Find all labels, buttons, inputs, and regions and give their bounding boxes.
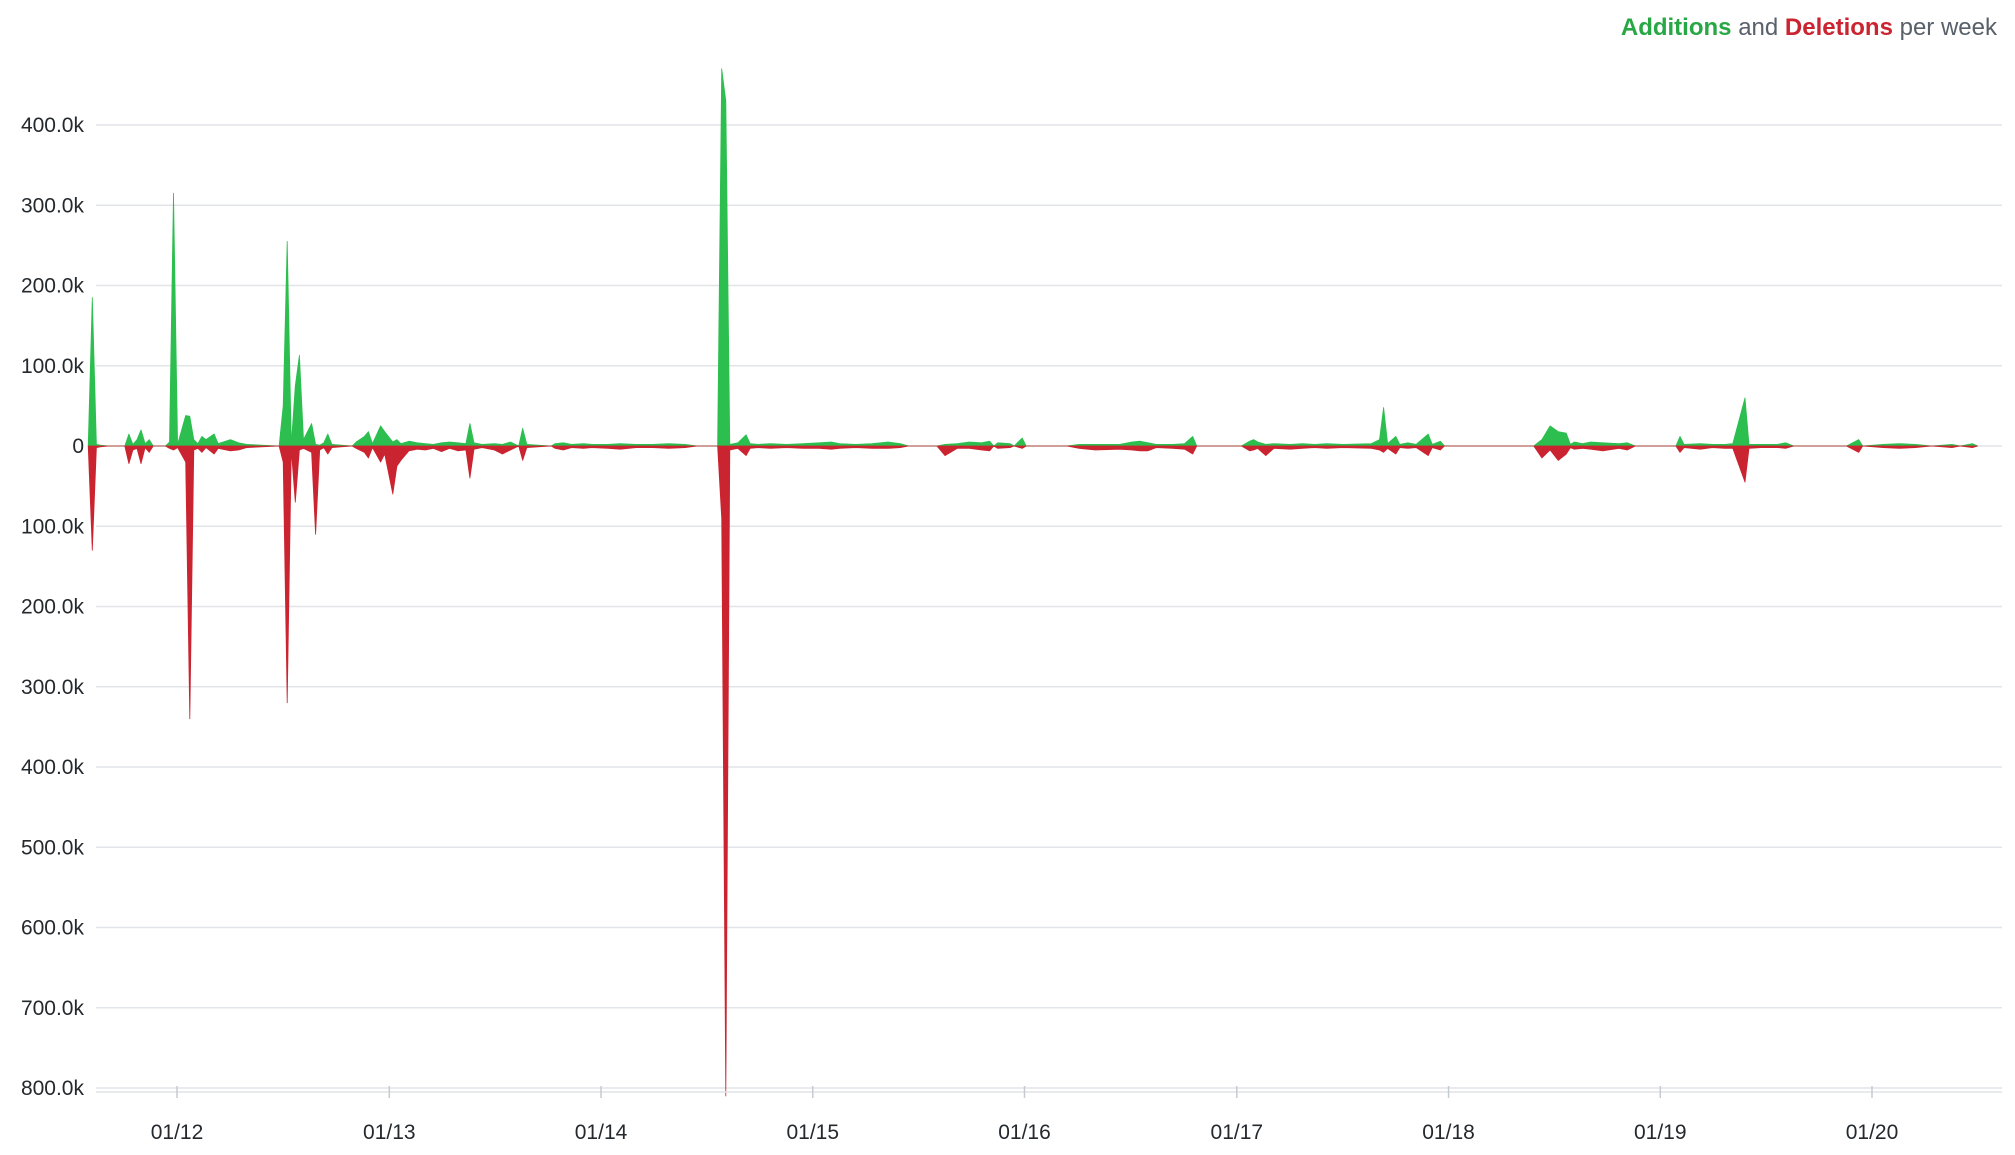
y-tick-label: 200.0k	[21, 275, 85, 298]
legend-and: and	[1738, 14, 1779, 41]
y-tick-label: 0	[72, 435, 84, 458]
series-layer	[87, 68, 1978, 1097]
y-tick-label: 200.0k	[21, 596, 85, 619]
y-tick-label: 100.0k	[21, 355, 85, 378]
x-tick-label: 01/18	[1422, 1121, 1475, 1144]
x-axis: 01/12 01/13 01/14 01/15 01/16 01/17 01/18 01/19…	[96, 1086, 2002, 1144]
y-tick-label: 100.0k	[21, 515, 85, 538]
y-tick-label: 400.0k	[21, 756, 85, 779]
x-tick-label: 01/16	[998, 1121, 1051, 1144]
x-tick-label: 01/14	[575, 1121, 628, 1144]
x-tick-label: 01/13	[363, 1121, 416, 1144]
y-axis-labels: 400.0k 300.0k 200.0k 100.0k 0 100.0k 200.0k 300…	[21, 114, 85, 1100]
deletions-area	[87, 445, 1978, 1097]
y-tick-label: 600.0k	[21, 917, 85, 940]
grid-layer	[96, 124, 2002, 1089]
y-tick-label: 400.0k	[21, 114, 85, 137]
y-tick-label: 700.0k	[21, 997, 85, 1020]
x-tick-label: 01/19	[1634, 1121, 1687, 1144]
x-tick-label: 01/20	[1846, 1121, 1899, 1144]
legend-additions: Additions	[1620, 14, 1732, 41]
x-tick-label: 01/17	[1211, 1121, 1264, 1144]
y-tick-label: 800.0k	[21, 1077, 85, 1100]
x-tick-label: 01/15	[786, 1121, 839, 1144]
y-tick-label: 300.0k	[21, 676, 85, 699]
chart-legend: Additions and Deletions per week	[1621, 14, 1997, 42]
x-tick-label: 01/12	[151, 1121, 204, 1144]
additions-area	[87, 68, 1978, 447]
y-tick-label: 500.0k	[21, 836, 85, 859]
legend-per-week: per week	[1899, 14, 1997, 41]
legend-deletions: Deletions	[1784, 14, 1893, 41]
y-tick-label: 300.0k	[21, 194, 85, 217]
